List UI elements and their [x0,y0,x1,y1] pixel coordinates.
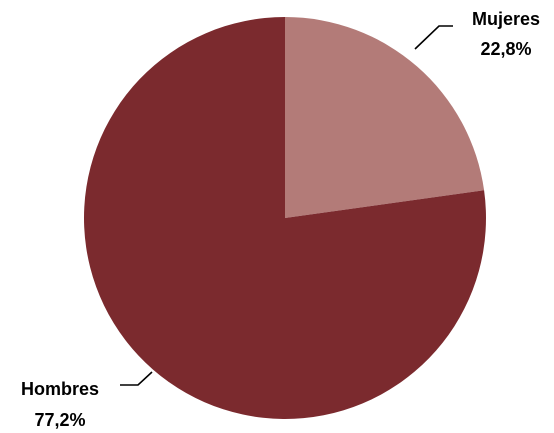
slice-label-mujeres: Mujeres [472,9,540,29]
pie-slices [83,17,486,419]
slice-value-hombres: 77,2% [34,410,85,430]
pie-slice-mujeres [285,17,485,218]
slice-label-hombres: Hombres [21,379,99,399]
leader-line-mujeres [414,25,453,50]
leader-line-hombres [120,371,153,386]
slice-value-mujeres: 22,8% [480,39,531,59]
pie-slice-hombres [83,17,486,419]
